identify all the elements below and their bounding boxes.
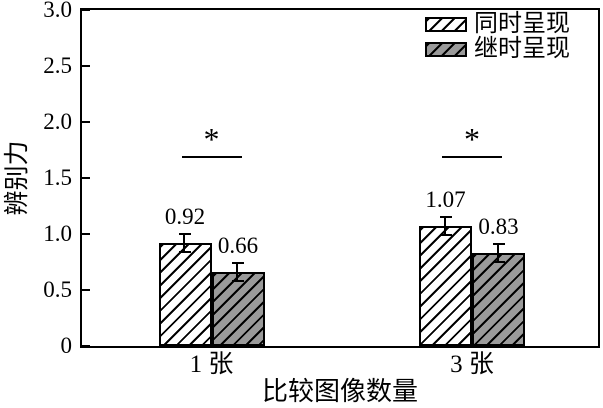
y-tick-mark	[82, 65, 90, 67]
legend-item-simultaneous: 同时呈现	[425, 12, 570, 37]
bar-value-label: 0.66	[217, 233, 259, 258]
significance-star: *	[203, 120, 220, 157]
y-tick-mark	[82, 233, 90, 235]
legend-label: 继时呈现	[474, 36, 570, 62]
error-bar	[179, 232, 191, 254]
y-tick-mark	[82, 121, 90, 123]
legend-item-sequential: 继时呈现	[425, 37, 570, 62]
significance-line	[181, 155, 242, 158]
bar-simultaneous	[419, 226, 472, 346]
y-tick-mark	[82, 345, 90, 347]
bar-simultaneous	[158, 242, 212, 346]
bar-sequential	[472, 253, 525, 346]
y-tick-label: 0	[60, 333, 73, 358]
legend-swatch-hatched-white	[425, 17, 467, 32]
y-tick-label: 1.5	[43, 165, 72, 190]
y-tick-label: 3.0	[43, 0, 72, 22]
bar-value-label: 0.83	[478, 213, 519, 239]
y-tick-mark	[82, 177, 90, 179]
bar-value-label: 1.07	[425, 187, 466, 213]
x-category-label: 3 张	[450, 351, 494, 378]
error-bar	[492, 242, 505, 264]
significance-star: *	[464, 120, 480, 157]
bar-sequential	[211, 272, 265, 346]
y-tick-mark	[82, 289, 90, 291]
error-bar	[232, 262, 244, 283]
x-axis-title: 比较图像数量	[261, 377, 419, 406]
y-tick-label: 0.5	[43, 277, 72, 302]
legend: 同时呈现 继时呈现	[425, 12, 570, 62]
bar-value-label: 0.92	[164, 203, 206, 229]
legend-swatch-hatched-gray	[425, 42, 467, 57]
y-tick-label: 2.5	[43, 53, 72, 78]
x-category-label: 1 张	[189, 351, 234, 378]
significance-line	[442, 155, 502, 158]
error-bar	[439, 216, 452, 237]
y-tick-label: 1.0	[43, 221, 72, 246]
legend-label: 同时呈现	[474, 11, 570, 37]
plot-area: 0.92 1.07 0.66 0.83 * *	[80, 8, 600, 348]
y-tick-label: 2.0	[43, 109, 72, 134]
y-tick-mark	[82, 9, 90, 11]
